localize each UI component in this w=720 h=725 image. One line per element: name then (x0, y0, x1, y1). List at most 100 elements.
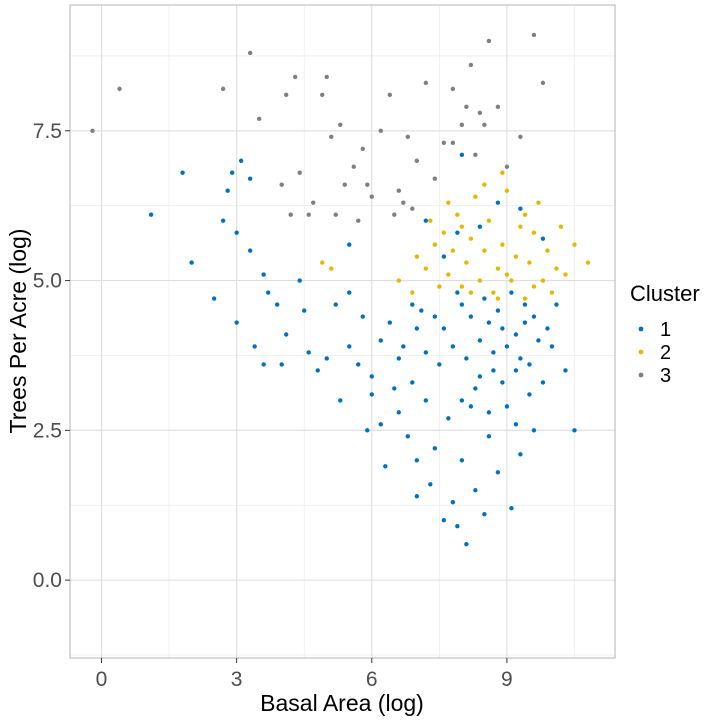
data-point-cluster-1 (437, 362, 442, 367)
data-point-cluster-1 (455, 290, 460, 295)
data-point-cluster-1 (477, 374, 483, 379)
data-point-cluster-1 (414, 326, 420, 331)
data-point-cluster-2 (428, 218, 433, 223)
x-tick-label: 3 (231, 668, 243, 691)
data-point-cluster-3 (473, 152, 478, 157)
data-point-cluster-1 (450, 500, 456, 505)
data-point-cluster-1 (428, 482, 433, 487)
data-point-cluster-1 (423, 218, 429, 223)
data-point-cluster-2 (464, 260, 469, 265)
data-point-cluster-1 (238, 158, 244, 163)
data-point-cluster-1 (432, 446, 438, 451)
data-point-cluster-1 (459, 398, 465, 403)
data-point-cluster-1 (468, 404, 474, 409)
data-point-cluster-2 (468, 290, 474, 295)
data-point-cluster-3 (459, 122, 465, 128)
data-point-cluster-1 (365, 428, 370, 433)
data-point-cluster-3 (486, 38, 492, 44)
data-point-cluster-3 (482, 122, 487, 128)
data-point-cluster-2 (572, 242, 577, 247)
data-point-cluster-1 (252, 344, 257, 349)
data-point-cluster-1 (315, 368, 320, 373)
data-point-cluster-2 (437, 284, 442, 289)
data-point-cluster-1 (234, 230, 239, 235)
data-point-cluster-2 (414, 254, 420, 259)
data-point-cluster-1 (495, 470, 501, 475)
data-point-cluster-1 (518, 452, 523, 457)
data-point-cluster-1 (279, 362, 284, 367)
data-point-cluster-1 (495, 308, 501, 313)
data-point-cluster-2 (504, 188, 510, 193)
data-point-cluster-1 (491, 350, 496, 355)
data-point-cluster-2 (459, 224, 465, 229)
y-axis-label: Trees Per Acre (log) (5, 229, 31, 434)
legend-title: Cluster (630, 281, 700, 306)
data-point-cluster-1 (545, 326, 550, 331)
data-point-cluster-1 (378, 422, 383, 427)
data-point-cluster-2 (459, 284, 465, 289)
data-point-cluster-2 (531, 284, 537, 289)
data-point-cluster-1 (522, 320, 528, 325)
data-point-cluster-1 (504, 404, 510, 409)
data-point-cluster-3 (256, 116, 262, 122)
data-point-cluster-1 (333, 302, 338, 307)
data-point-cluster-1 (509, 506, 514, 511)
data-point-cluster-1 (419, 308, 424, 313)
data-point-cluster-1 (513, 368, 519, 373)
data-point-cluster-1 (473, 386, 478, 391)
data-point-cluster-1 (220, 218, 226, 223)
data-point-cluster-2 (450, 248, 456, 253)
data-point-cluster-1 (527, 362, 532, 367)
data-point-cluster-2 (563, 272, 568, 277)
data-point-cluster-2 (554, 266, 559, 271)
data-point-cluster-1 (283, 332, 289, 337)
data-point-cluster-1 (459, 152, 465, 157)
legend-items: 123 (638, 319, 671, 387)
data-point-cluster-2 (486, 218, 492, 223)
data-point-cluster-3 (117, 86, 122, 92)
data-point-cluster-1 (396, 410, 402, 415)
data-point-cluster-3 (320, 92, 325, 98)
data-point-cluster-2 (500, 242, 505, 247)
data-point-cluster-2 (540, 278, 546, 283)
legend-label-2: 2 (660, 342, 671, 364)
y-tick-label: 5.0 (33, 270, 62, 293)
x-axis-label: Basal Area (log) (260, 690, 424, 716)
data-point-cluster-3 (464, 104, 469, 110)
data-point-cluster-1 (531, 314, 537, 319)
data-point-cluster-1 (563, 368, 568, 373)
data-point-cluster-3 (477, 110, 483, 116)
data-point-cluster-1 (383, 464, 388, 469)
data-point-cluster-2 (423, 266, 429, 271)
data-point-cluster-1 (360, 314, 365, 319)
data-point-cluster-2 (446, 272, 451, 277)
x-tick-label: 6 (366, 668, 378, 691)
data-point-cluster-1 (509, 290, 514, 295)
data-point-cluster-3 (540, 80, 546, 86)
data-point-cluster-1 (464, 356, 469, 361)
data-point-cluster-2 (509, 278, 514, 283)
data-point-cluster-2 (396, 278, 402, 283)
data-point-cluster-1 (274, 302, 280, 307)
data-point-cluster-3 (288, 212, 293, 217)
data-point-cluster-2 (320, 260, 325, 265)
data-point-cluster-3 (90, 128, 95, 134)
data-point-cluster-2 (482, 182, 487, 187)
points-layer (90, 32, 591, 547)
data-point-cluster-1 (495, 200, 501, 205)
data-point-cluster-1 (347, 290, 352, 295)
data-point-cluster-1 (441, 518, 447, 523)
data-point-cluster-3 (401, 200, 406, 205)
data-point-cluster-1 (513, 332, 519, 337)
data-point-cluster-2 (522, 212, 528, 217)
data-point-cluster-3 (342, 182, 347, 187)
data-point-cluster-3 (495, 104, 501, 110)
x-tick-label: 0 (96, 668, 108, 691)
data-point-cluster-1 (450, 344, 456, 349)
data-point-cluster-3 (423, 80, 429, 86)
data-point-cluster-1 (414, 458, 420, 463)
data-point-cluster-2 (549, 290, 555, 295)
data-point-cluster-1 (531, 428, 537, 433)
data-point-cluster-1 (211, 296, 217, 301)
data-point-cluster-1 (324, 356, 329, 361)
